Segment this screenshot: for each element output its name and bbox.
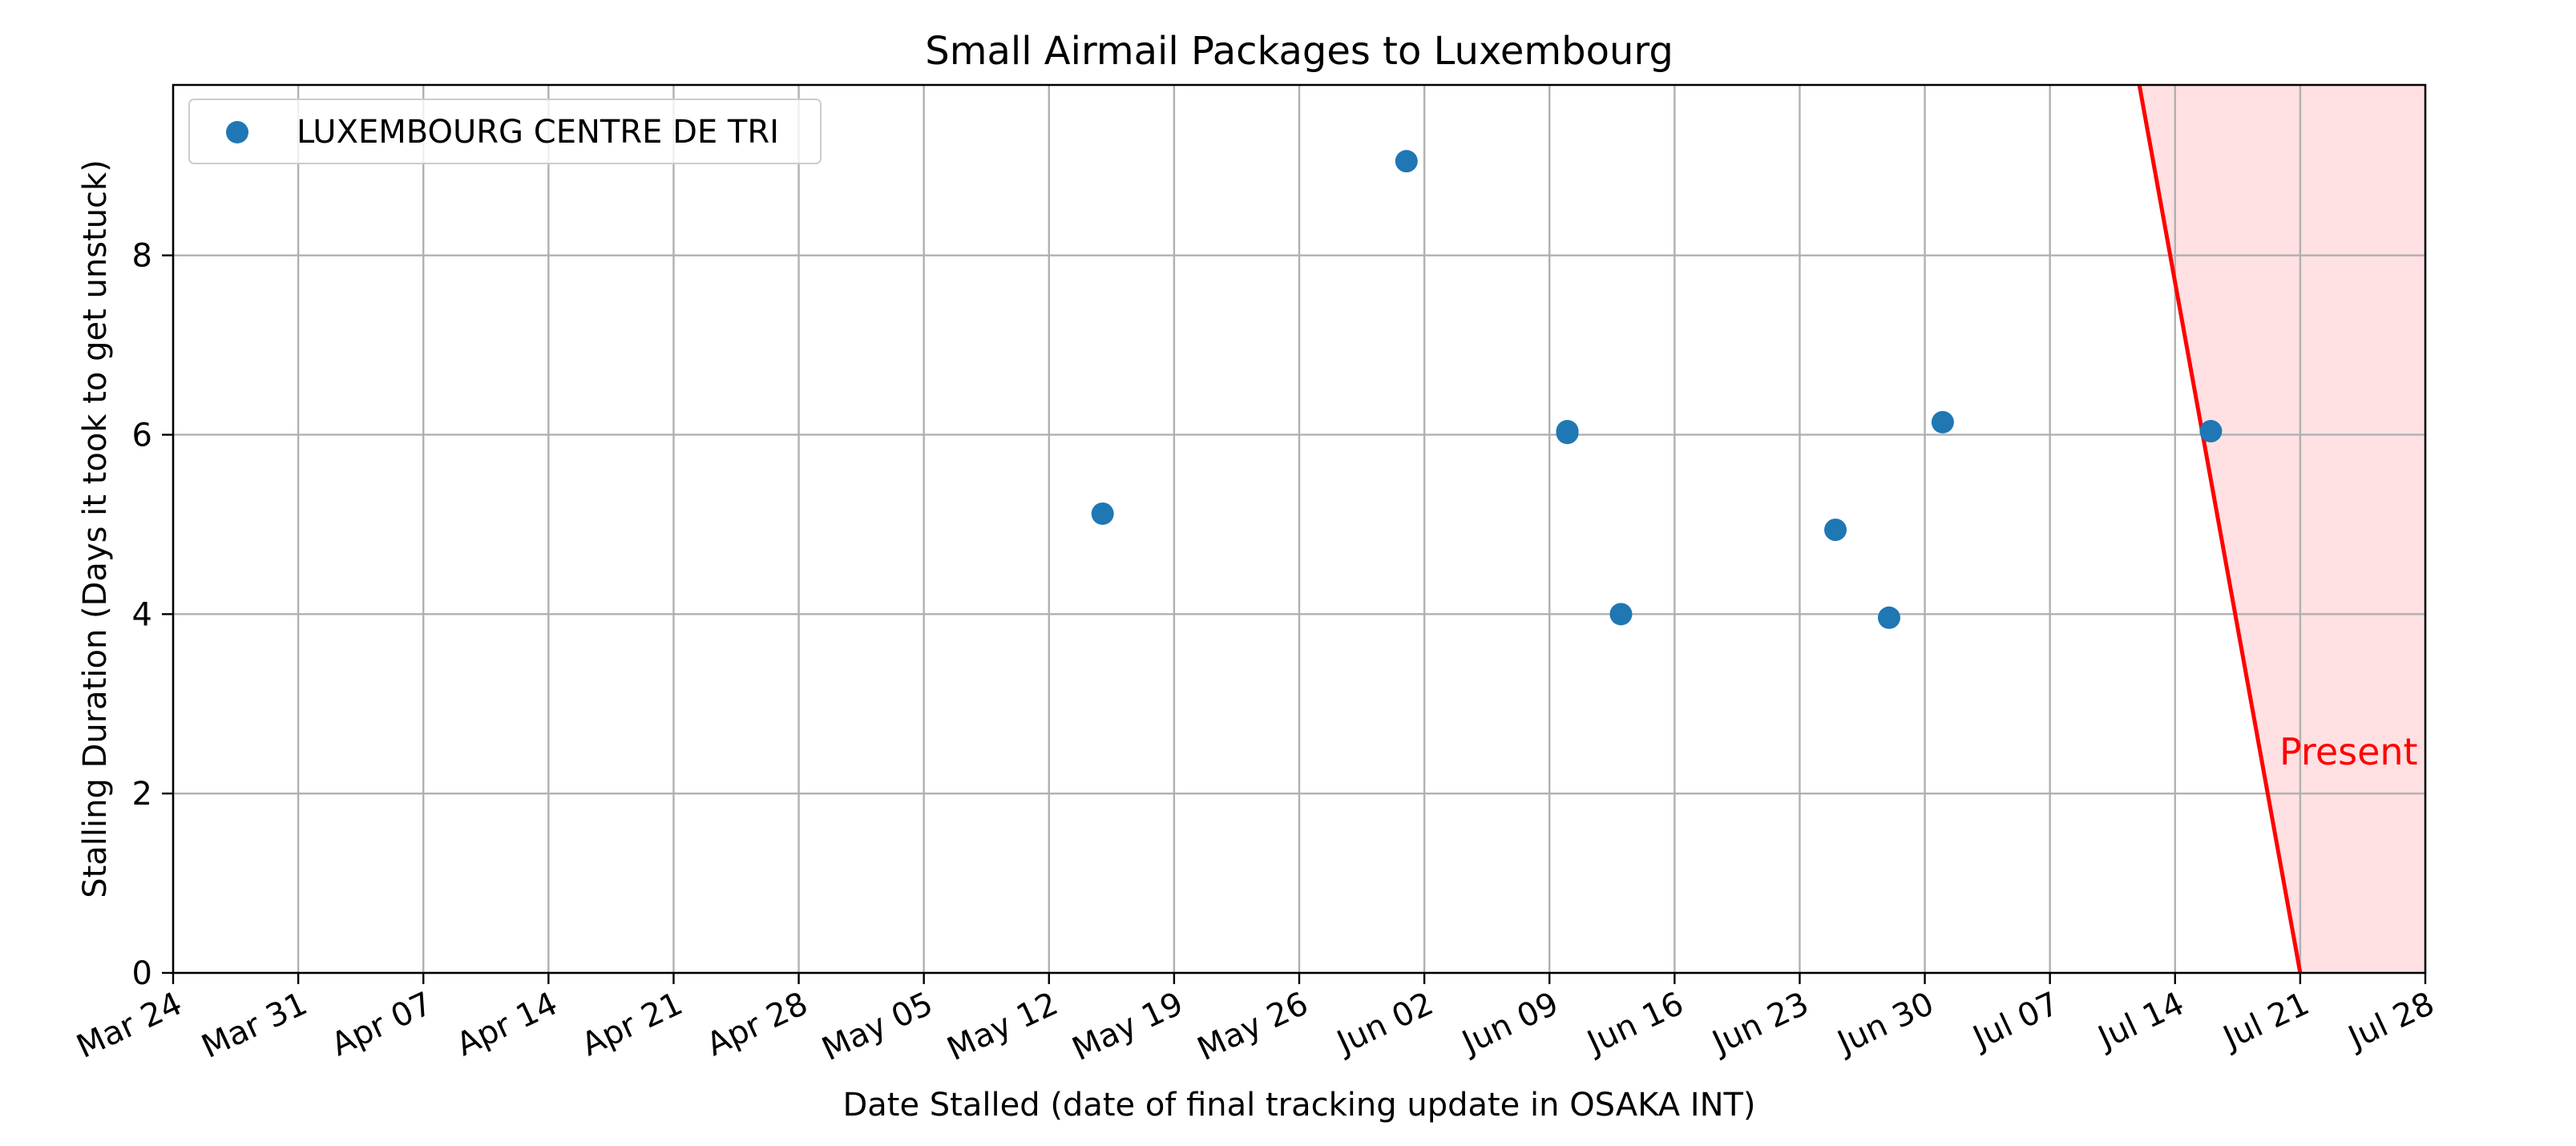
x-axis-label: Date Stalled (date of final tracking upd… (842, 1087, 1755, 1124)
y-tick-label: 8 (132, 238, 152, 275)
data-point (1609, 603, 1633, 626)
y-axis-label: Stalling Duration (Days it took to get u… (77, 159, 114, 898)
data-point (1824, 519, 1847, 542)
y-tick-label: 0 (132, 955, 152, 992)
data-point (1931, 410, 1954, 434)
data-point (1877, 606, 1900, 629)
points-layer (1091, 150, 2223, 629)
present-line-layer (2137, 84, 2303, 974)
present-shaded-region (2139, 85, 2425, 973)
y-tick-label: 4 (132, 596, 152, 633)
chart-title: Small Airmail Packages to Luxembourg (925, 29, 1674, 74)
data-point (1556, 422, 1579, 445)
data-point (1395, 150, 1418, 173)
legend-label: LUXEMBOURG CENTRE DE TRI (297, 114, 779, 151)
legend: LUXEMBOURG CENTRE DE TRI (188, 99, 822, 164)
y-tick-label: 6 (132, 417, 152, 454)
present-line (2137, 84, 2303, 974)
data-point (1091, 502, 1114, 525)
present-region-layer (2139, 85, 2425, 973)
y-tick-label: 2 (132, 776, 152, 813)
present-label: Present (2279, 730, 2418, 773)
legend-box (188, 99, 822, 164)
legend-marker (226, 121, 248, 143)
data-point (2199, 420, 2223, 443)
